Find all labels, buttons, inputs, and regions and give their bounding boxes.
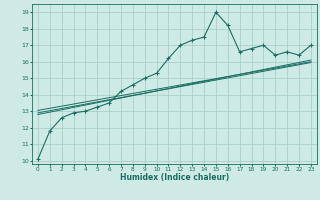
X-axis label: Humidex (Indice chaleur): Humidex (Indice chaleur)	[120, 173, 229, 182]
